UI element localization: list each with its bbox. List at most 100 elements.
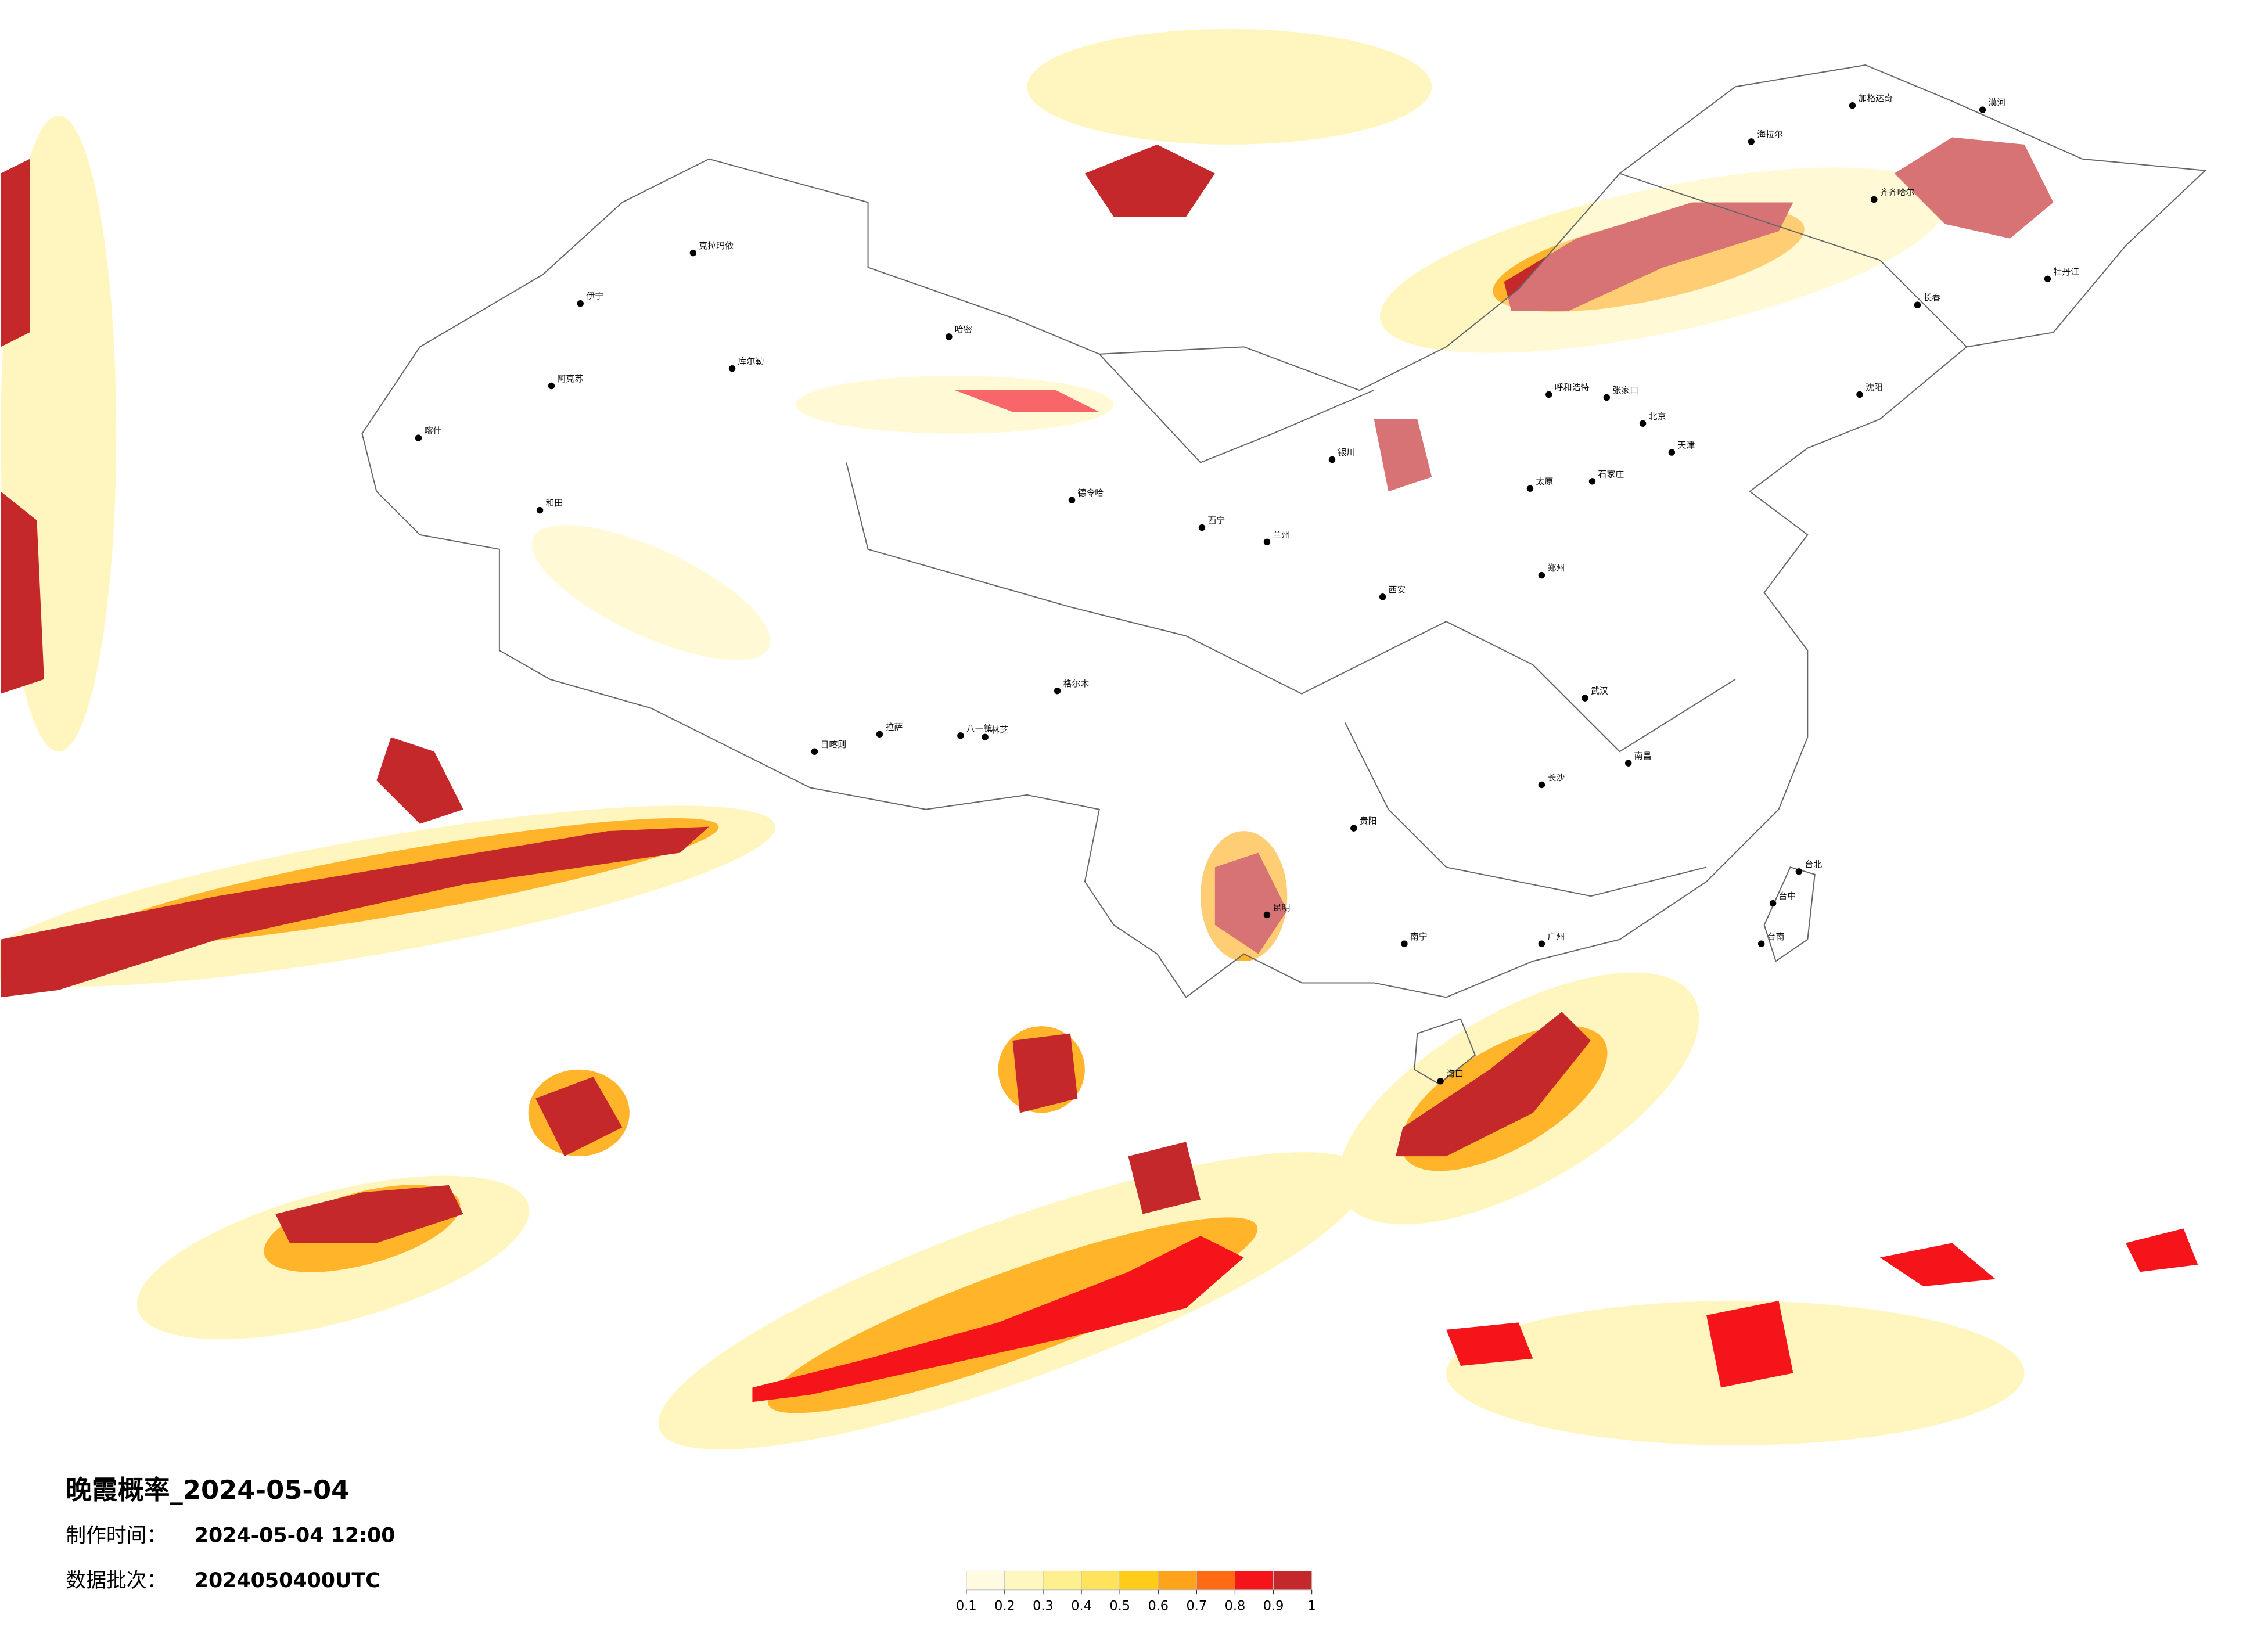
colorbar-box bbox=[1004, 1570, 1044, 1591]
city-dot bbox=[1054, 687, 1061, 695]
city-label: 石家庄 bbox=[1598, 469, 1624, 479]
city-dot bbox=[1379, 593, 1386, 600]
city-dot bbox=[1871, 196, 1878, 203]
city-dot bbox=[1328, 456, 1336, 463]
city-dot bbox=[1263, 538, 1271, 546]
city-dot bbox=[1068, 497, 1076, 503]
city-dot bbox=[876, 731, 883, 738]
batch-label: 数据批次： bbox=[66, 1569, 167, 1592]
city-label: 北京 bbox=[1649, 411, 1666, 422]
city-dot bbox=[1849, 102, 1856, 109]
city-dot bbox=[548, 382, 555, 390]
city-label: 漠河 bbox=[1988, 98, 2005, 108]
city-label: 日喀则 bbox=[820, 739, 846, 750]
colorbar-label: 0.3 bbox=[1033, 1599, 1054, 1614]
colorbar-box bbox=[1273, 1570, 1313, 1591]
city-dot bbox=[1979, 106, 1986, 113]
city-label: 银川 bbox=[1338, 447, 1355, 458]
city-dot bbox=[1795, 868, 1803, 875]
city-dot bbox=[957, 732, 964, 739]
colorbar-box bbox=[1081, 1570, 1120, 1591]
city-label: 和田 bbox=[546, 498, 563, 508]
city-dot bbox=[1757, 940, 1765, 947]
city-label: 长春 bbox=[1923, 293, 1940, 303]
colorbar-box bbox=[1196, 1570, 1235, 1591]
city-dot bbox=[577, 300, 584, 307]
city-dot bbox=[1437, 1077, 1444, 1085]
city-label: 昆明 bbox=[1273, 902, 1290, 913]
city-label: 海拉尔 bbox=[1757, 129, 1783, 139]
colorbar-label: 0.8 bbox=[1225, 1599, 1246, 1614]
city-dot bbox=[415, 434, 422, 441]
city-dot bbox=[1769, 900, 1777, 907]
made-time: 2024-05-04 12:00 bbox=[195, 1524, 396, 1548]
city-label: 贵阳 bbox=[1360, 816, 1377, 826]
borders bbox=[361, 64, 2207, 1085]
city-label: 德令哈 bbox=[1077, 488, 1104, 498]
city-dot bbox=[536, 506, 544, 514]
city-label: 太原 bbox=[1536, 476, 1553, 487]
colorbar-box bbox=[966, 1570, 1005, 1591]
city-dot bbox=[1198, 524, 1206, 531]
city-label: 呼和浩特 bbox=[1555, 382, 1590, 393]
city-label: 喀什 bbox=[424, 426, 441, 436]
colorbar-box bbox=[1158, 1570, 1197, 1591]
city-label: 武汉 bbox=[1591, 686, 1608, 696]
city-dot bbox=[689, 249, 697, 257]
colorbar-label: 1 bbox=[1308, 1599, 1316, 1614]
city-label: 阿克苏 bbox=[557, 373, 583, 384]
city-label: 伊宁 bbox=[586, 291, 603, 301]
city-label: 台中 bbox=[1779, 891, 1796, 901]
city-dot bbox=[982, 733, 989, 741]
city-dot bbox=[1668, 449, 1676, 456]
city-dot bbox=[1914, 301, 1921, 308]
colorbar-box bbox=[1234, 1570, 1274, 1591]
city-label: 台南 bbox=[1767, 931, 1785, 942]
city-label: 西安 bbox=[1389, 584, 1406, 595]
city-dot bbox=[1624, 760, 1632, 767]
city-label: 齐齐哈尔 bbox=[1880, 187, 1915, 197]
city-label: 沈阳 bbox=[1866, 382, 1883, 393]
city-dot bbox=[728, 365, 736, 372]
city-label: 郑州 bbox=[1547, 563, 1565, 573]
city-label: 拉萨 bbox=[885, 722, 903, 732]
city-label: 南昌 bbox=[1634, 751, 1652, 761]
city-dot bbox=[1639, 420, 1647, 427]
city-dot bbox=[1538, 781, 1545, 789]
city-dot bbox=[1350, 825, 1357, 832]
colorbar: 0.1 0.2 0.3 0.4 0.5 0.6 0.7 0.8 0.9 1 bbox=[956, 1570, 1316, 1614]
city-dot bbox=[1603, 394, 1611, 401]
city-label: 八一镇 bbox=[966, 723, 993, 733]
legend: 晚霞概率_2024-05-04 制作时间： 2024-05-04 12:00 数… bbox=[66, 1474, 1316, 1614]
city-dot bbox=[1856, 391, 1863, 398]
city-label: 海口 bbox=[1446, 1069, 1464, 1079]
city-dot bbox=[1401, 940, 1408, 947]
colorbar-label: 0.5 bbox=[1109, 1599, 1130, 1614]
city-label: 西宁 bbox=[1207, 515, 1225, 526]
city-dot bbox=[1526, 485, 1534, 492]
city-dot bbox=[2044, 275, 2051, 283]
city-dot bbox=[1538, 940, 1545, 947]
colorbar-label: 0.1 bbox=[956, 1599, 977, 1614]
city-label: 长沙 bbox=[1547, 772, 1565, 783]
colorbar-box bbox=[1043, 1570, 1082, 1591]
city-label: 张家口 bbox=[1612, 385, 1638, 395]
made-label: 制作时间： bbox=[66, 1524, 167, 1548]
batch: 2024050400UTC bbox=[195, 1569, 380, 1592]
colorbar-label: 0.4 bbox=[1071, 1599, 1092, 1614]
city-label: 牡丹江 bbox=[2053, 267, 2079, 277]
city-label: 克拉玛依 bbox=[699, 240, 734, 251]
city-label: 天津 bbox=[1677, 440, 1695, 451]
city-label: 林芝 bbox=[991, 725, 1008, 735]
city-dot bbox=[1748, 138, 1755, 145]
city-dot bbox=[1588, 478, 1596, 485]
colorbar-label: 0.2 bbox=[994, 1599, 1015, 1614]
city-label: 格尔木 bbox=[1063, 678, 1090, 689]
probability-field bbox=[0, 28, 2198, 1449]
city-dot bbox=[811, 748, 818, 755]
city-dot bbox=[946, 333, 953, 340]
colorbar-box bbox=[1119, 1570, 1159, 1591]
